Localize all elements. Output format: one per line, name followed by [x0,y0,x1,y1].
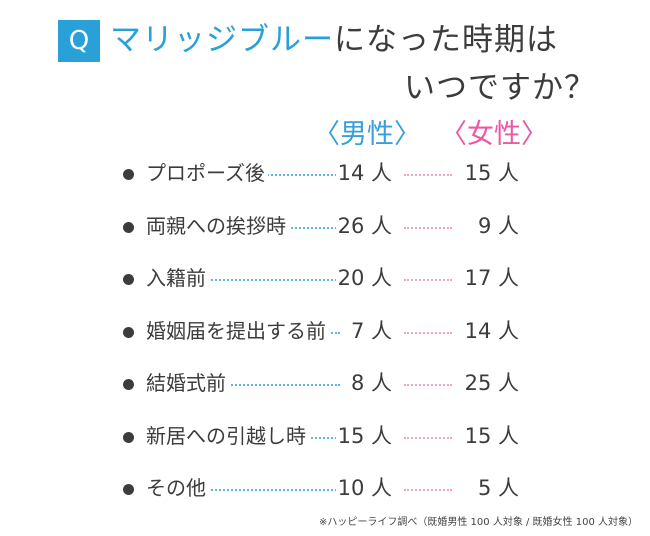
male-count: 7 人 [348,315,392,346]
female-count: 5 人 [477,473,519,503]
row-label: 婚姻届を提出する前 [146,315,329,346]
table-row: その他 10 人 5 人 [0,469,650,509]
bullet-icon [123,326,134,338]
table-row: 両親への挨拶時 26 人 9 人 [0,207,650,247]
male-count: 20 人 [335,263,392,293]
table-row: 婚姻届を提出する前 7 人 14 人 [0,312,650,352]
male-count: 15 人 [335,420,392,451]
bullet-icon [123,169,134,180]
bullet-icon [123,274,134,285]
female-leader-dots [404,384,452,386]
title-accent: マリッジブルー [110,22,334,58]
female-count: 15 人 [464,158,519,188]
female-leader-dots [404,489,452,491]
row-label: 入籍前 [146,263,209,293]
table-row: プロポーズ後 14 人 15 人 [0,154,650,194]
row-label: プロポーズ後 [146,158,268,188]
table-row: 入籍前 20 人 17 人 [0,259,650,299]
female-count: 17 人 [464,263,519,293]
row-label: その他 [146,473,209,503]
row-label: 結婚式前 [146,368,229,398]
male-leader-dots [200,174,340,176]
female-count: 14 人 [464,315,519,346]
title-rest: になった時期は [334,22,558,58]
q-badge: Q [58,20,100,62]
female-count: 15 人 [464,420,519,451]
table-row: 新居への引越し時 15 人 15 人 [0,417,650,457]
female-leader-dots [404,331,452,334]
table-row: 結婚式前 8 人 25 人 [0,364,650,404]
male-count: 26 人 [335,210,392,241]
title-line-2: いつですか？ [404,70,596,106]
male-count: 14 人 [335,158,392,188]
male-count: 10 人 [335,473,392,503]
source-note: ※ハッピーライフ調べ（既婚男性 100 人対象 / 既婚女性 100 人対象） [319,517,638,528]
female-count: 9 人 [477,210,519,241]
female-column-header: 〈女性〉 [440,119,548,150]
row-label: 両親への挨拶時 [146,210,289,241]
male-leader-dots [200,384,340,386]
male-count: 8 人 [348,368,392,398]
bullet-icon [123,379,134,390]
bullet-icon [123,221,134,233]
female-count: 25 人 [464,368,519,398]
bullet-icon [123,484,134,495]
female-leader-dots [404,174,452,176]
title-line-1: マリッジブルーになった時期は [110,18,558,62]
male-column-header: 〈男性〉 [313,119,421,150]
female-leader-dots [404,226,452,229]
female-leader-dots [404,279,452,281]
bullet-icon [123,431,134,443]
male-leader-dots [200,279,340,281]
row-label: 新居への引越し時 [146,420,309,451]
female-leader-dots [404,436,452,439]
male-leader-dots [200,489,340,491]
